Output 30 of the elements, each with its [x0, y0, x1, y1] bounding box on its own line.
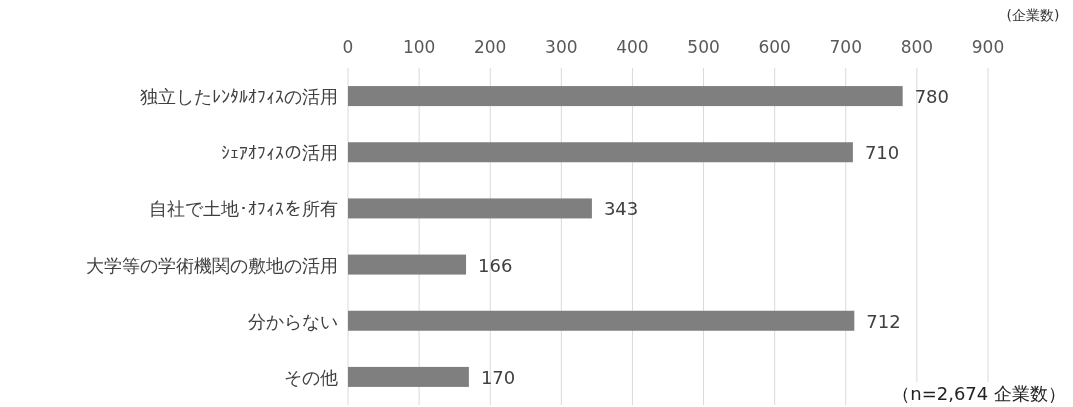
- y-tick-label: その他: [284, 366, 338, 388]
- bar: [348, 366, 469, 387]
- y-tick-label: 大学等の学術機関の敷地の活用: [86, 254, 338, 276]
- x-tick-label: 200: [474, 37, 507, 57]
- bar: [348, 310, 855, 331]
- y-tick-label: 自社で土地･ｵﾌｨｽを所有: [149, 198, 338, 220]
- x-tick-label: 0: [342, 37, 354, 57]
- data-label: 343: [603, 198, 639, 220]
- y-tick-label: ｼｪｱｵﾌｨｽの活用: [221, 142, 338, 164]
- data-label: 710: [864, 142, 900, 164]
- y-tick-label: 独立したﾚﾝﾀﾙｵﾌｨｽの活用: [140, 86, 338, 108]
- data-label: 166: [478, 254, 513, 276]
- bar: [348, 142, 853, 163]
- data-label: 170: [480, 366, 516, 388]
- x-tick-label: 800: [900, 37, 934, 57]
- x-tick-label: 700: [829, 37, 862, 57]
- x-tick-label: 600: [758, 37, 791, 57]
- x-tick-label: 400: [616, 37, 649, 57]
- annotation: （n=2,674 企業数）: [892, 383, 1066, 404]
- bar: [348, 198, 592, 219]
- bar: [348, 254, 467, 275]
- y-tick-label: 分からない: [248, 310, 338, 332]
- x-tick-label: 500: [687, 37, 720, 57]
- data-label: 780: [914, 86, 950, 108]
- x-axis-title: (企業数): [1006, 7, 1060, 23]
- x-tick-label: 300: [545, 37, 578, 57]
- bar: [348, 86, 903, 107]
- data-label: 712: [866, 310, 901, 332]
- x-tick-label: 900: [971, 37, 1005, 57]
- x-tick-label: 100: [402, 37, 436, 57]
